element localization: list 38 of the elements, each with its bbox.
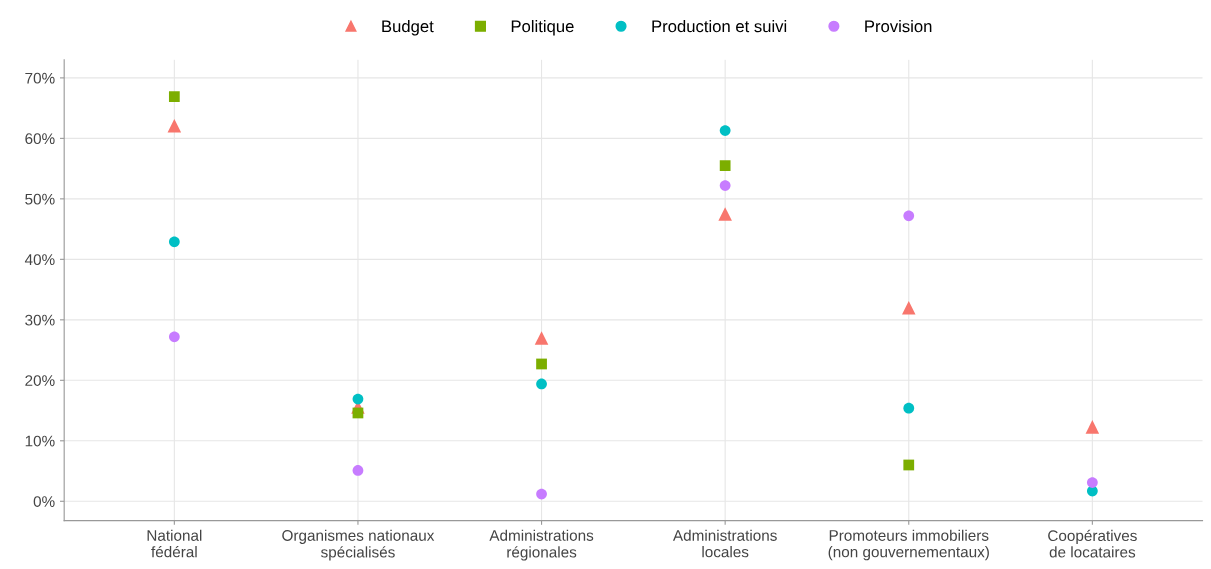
point bbox=[536, 358, 547, 370]
y-tick-label: 0% bbox=[33, 496, 55, 507]
point bbox=[1085, 420, 1100, 434]
y-tick-label: 70% bbox=[25, 72, 55, 84]
x-tick-label: National fédéral bbox=[147, 529, 202, 558]
point bbox=[168, 236, 180, 248]
legend-label: Budget bbox=[382, 19, 434, 36]
y-tick-label: 10% bbox=[25, 435, 55, 447]
point bbox=[536, 378, 547, 390]
point bbox=[903, 459, 915, 471]
y-tick-label: 40% bbox=[24, 254, 55, 266]
point bbox=[719, 180, 731, 191]
point bbox=[903, 210, 915, 222]
point bbox=[352, 465, 364, 476]
point bbox=[536, 488, 547, 500]
point bbox=[719, 160, 731, 171]
point bbox=[903, 402, 915, 414]
x-tick-label: Coopératives de locataires bbox=[1048, 529, 1137, 558]
legend-label: Production et suivi bbox=[652, 19, 787, 33]
x-tick-label: Administrations régionales bbox=[489, 529, 594, 561]
y-tick-label: 50% bbox=[25, 193, 55, 205]
x-tick-label: Organismes nationaux spécialisés bbox=[282, 529, 435, 561]
point bbox=[718, 207, 732, 221]
point bbox=[168, 91, 180, 103]
legend-label: Provision bbox=[865, 19, 932, 33]
x-tick-label: Promoteurs immobiliers (non gouvernementaux) bbox=[828, 529, 989, 561]
point bbox=[167, 118, 182, 133]
point bbox=[168, 331, 180, 343]
point bbox=[901, 300, 916, 315]
legend-label: Politique bbox=[511, 19, 574, 36]
point bbox=[1086, 477, 1098, 488]
y-tick-label: 20% bbox=[25, 375, 55, 386]
point bbox=[534, 331, 549, 345]
point bbox=[719, 125, 731, 136]
y-tick-label: 30% bbox=[25, 314, 55, 326]
y-tick-label: 60% bbox=[25, 133, 55, 145]
point bbox=[352, 393, 364, 405]
x-tick-label: Administrations locales bbox=[672, 529, 777, 558]
